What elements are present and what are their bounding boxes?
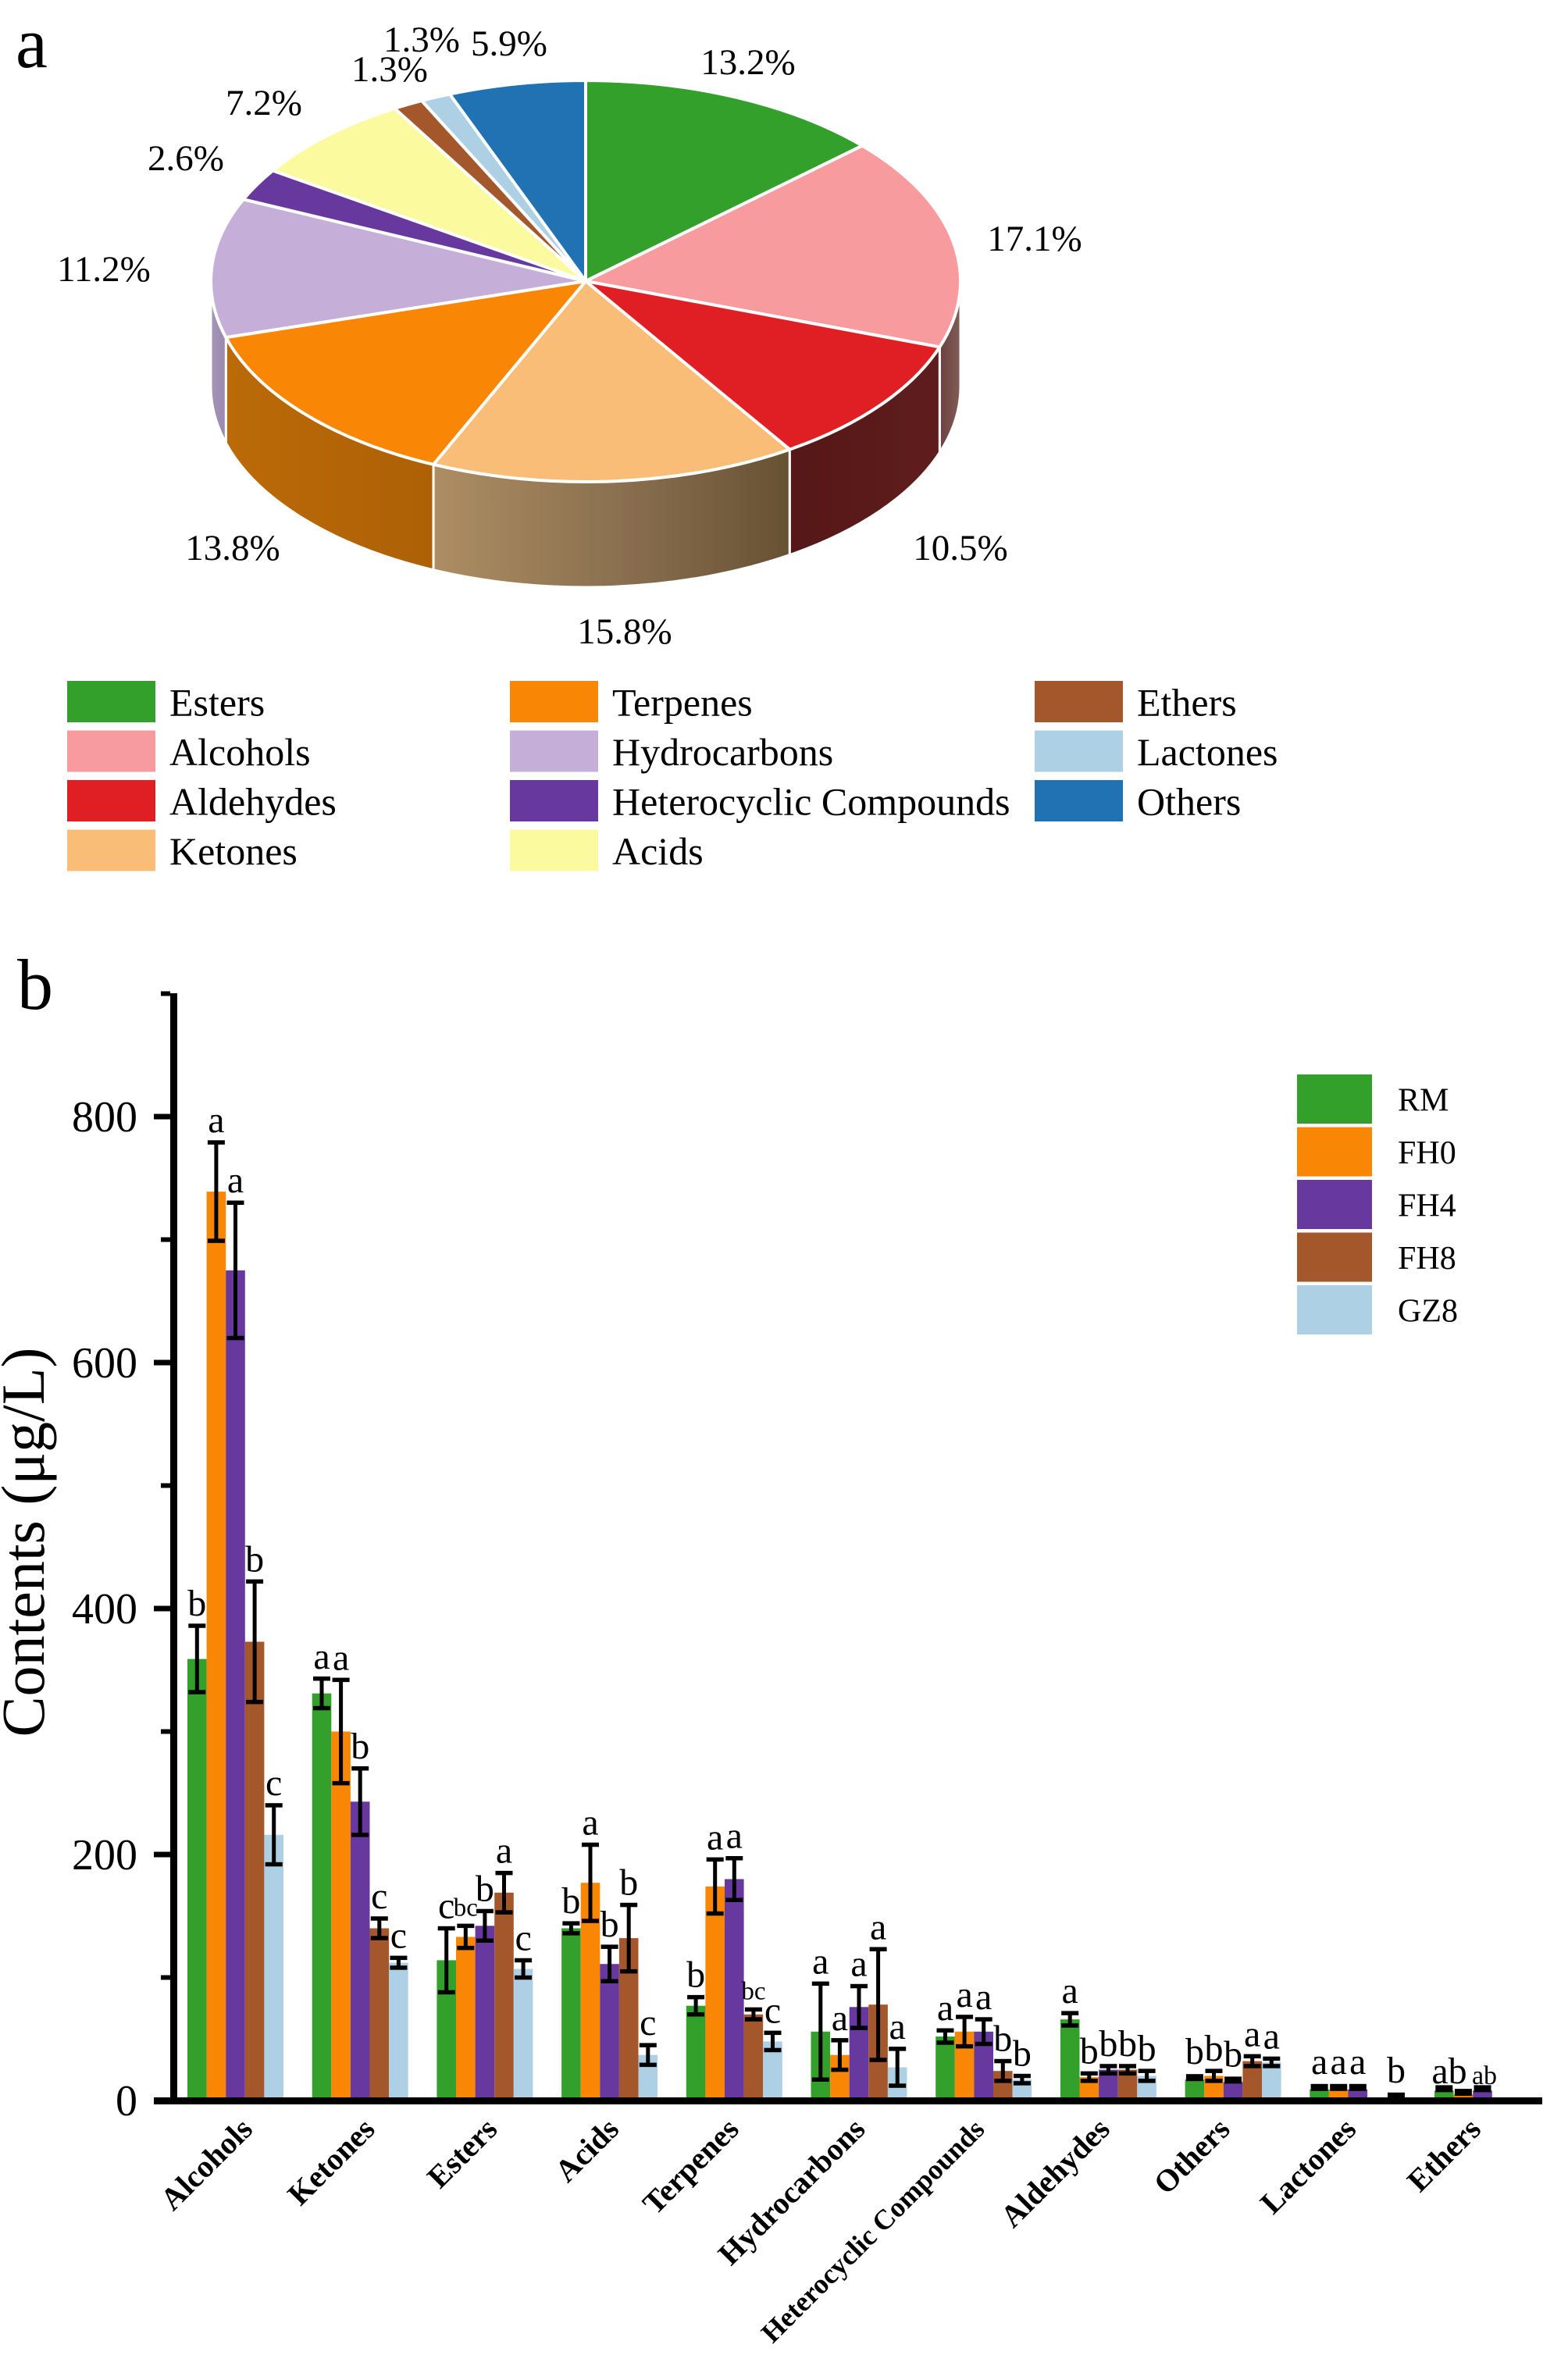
svg-text:7.2%: 7.2%: [226, 83, 302, 123]
svg-text:1.3%: 1.3%: [351, 49, 428, 90]
svg-text:Esters: Esters: [420, 2111, 504, 2195]
svg-text:Terpenes: Terpenes: [636, 2111, 746, 2222]
svg-text:c: c: [265, 1762, 282, 1804]
svg-text:b: b: [686, 1954, 705, 1996]
svg-text:a: a: [333, 1637, 349, 1678]
svg-text:bc: bc: [741, 1977, 765, 2005]
svg-text:Contents (μg/L): Contents (μg/L): [0, 1348, 57, 1737]
svg-text:10.5%: 10.5%: [913, 528, 1007, 568]
svg-text:b: b: [1099, 2023, 1117, 2065]
svg-text:Heterocyclic Compounds: Heterocyclic Compounds: [755, 2113, 990, 2348]
svg-text:GZ8: GZ8: [1398, 1294, 1458, 1330]
svg-text:c: c: [390, 1915, 407, 1956]
svg-text:a: a: [870, 1906, 886, 1947]
svg-text:1.3%: 1.3%: [383, 20, 460, 60]
svg-text:ab: ab: [1431, 2051, 1466, 2092]
svg-text:a: a: [889, 2006, 906, 2047]
svg-text:b: b: [1118, 2023, 1137, 2065]
svg-text:RM: RM: [1398, 1083, 1449, 1119]
svg-text:b: b: [619, 1862, 638, 1904]
svg-text:a: a: [1331, 2041, 1347, 2083]
svg-text:FH4: FH4: [1398, 1188, 1456, 1224]
svg-text:FH8: FH8: [1398, 1241, 1456, 1277]
svg-text:b: b: [1387, 2050, 1406, 2091]
svg-text:Alcohols: Alcohols: [169, 730, 311, 774]
svg-text:b: b: [1138, 2028, 1156, 2069]
svg-text:a: a: [726, 1815, 743, 1857]
svg-text:a: a: [1263, 2015, 1280, 2057]
svg-text:Acids: Acids: [612, 829, 704, 873]
svg-text:b: b: [1224, 2033, 1242, 2075]
svg-text:bc: bc: [454, 1894, 478, 1922]
svg-text:0: 0: [116, 2077, 137, 2125]
svg-text:Esters: Esters: [169, 681, 265, 725]
svg-text:Ketones: Ketones: [169, 829, 298, 873]
svg-text:a: a: [227, 1160, 244, 1201]
svg-text:a: a: [16, 3, 48, 83]
svg-text:Lactones: Lactones: [1137, 730, 1278, 774]
svg-text:b: b: [476, 1868, 494, 1909]
svg-text:Heterocyclic Compounds: Heterocyclic Compounds: [612, 780, 1010, 824]
svg-text:17.1%: 17.1%: [987, 219, 1082, 259]
svg-text:b: b: [1080, 2030, 1099, 2072]
svg-text:a: a: [496, 1830, 512, 1872]
svg-text:13.8%: 13.8%: [185, 528, 280, 568]
svg-text:c: c: [640, 2002, 656, 2043]
svg-text:Terpenes: Terpenes: [612, 681, 753, 725]
svg-text:400: 400: [72, 1585, 137, 1634]
svg-text:Ketones: Ketones: [280, 2111, 381, 2212]
svg-text:a: a: [1062, 1970, 1078, 2011]
svg-text:Ethers: Ethers: [1137, 681, 1237, 725]
svg-text:5.9%: 5.9%: [471, 23, 547, 64]
svg-text:b: b: [187, 1583, 206, 1624]
svg-text:a: a: [1244, 2013, 1260, 2054]
svg-text:a: a: [582, 1801, 598, 1843]
svg-text:800: 800: [72, 1093, 137, 1142]
svg-text:ab: ab: [1472, 2061, 1497, 2090]
svg-text:a: a: [208, 1099, 224, 1141]
svg-text:Alcohols: Alcohols: [153, 2111, 259, 2218]
svg-text:2.6%: 2.6%: [148, 138, 224, 179]
svg-text:b: b: [1185, 2031, 1204, 2072]
svg-text:a: a: [975, 1976, 992, 2018]
svg-text:600: 600: [72, 1339, 137, 1388]
svg-text:a: a: [956, 1974, 972, 2015]
svg-text:Hydrocarbons: Hydrocarbons: [612, 730, 833, 774]
svg-text:a: a: [1311, 2041, 1327, 2083]
svg-text:a: a: [313, 1636, 330, 1677]
svg-text:FH0: FH0: [1398, 1135, 1456, 1171]
svg-text:a: a: [850, 1944, 867, 1985]
svg-text:b: b: [600, 1904, 619, 1945]
svg-text:a: a: [1349, 2041, 1366, 2083]
svg-text:Others: Others: [1146, 2111, 1236, 2201]
svg-text:a: a: [937, 1987, 953, 2029]
svg-text:c: c: [764, 1990, 781, 2031]
svg-text:Acids: Acids: [548, 2111, 625, 2189]
svg-text:b: b: [1013, 2033, 1032, 2075]
svg-text:Ethers: Ethers: [1400, 2111, 1488, 2199]
svg-text:a: a: [832, 1997, 848, 2039]
svg-text:a: a: [707, 1816, 723, 1858]
svg-text:b: b: [561, 1880, 580, 1922]
svg-text:a: a: [812, 1940, 829, 1982]
svg-text:Others: Others: [1137, 780, 1241, 824]
svg-text:Aldehydes: Aldehydes: [993, 2111, 1117, 2235]
svg-text:c: c: [438, 1886, 454, 1927]
svg-text:15.8%: 15.8%: [577, 611, 672, 652]
svg-text:b: b: [993, 2018, 1012, 2060]
svg-text:b: b: [351, 1726, 369, 1767]
svg-text:13.2%: 13.2%: [700, 42, 795, 83]
svg-text:11.2%: 11.2%: [57, 249, 151, 290]
svg-text:b: b: [17, 945, 53, 1024]
svg-text:Aldehydes: Aldehydes: [169, 780, 337, 824]
svg-text:Lactones: Lactones: [1253, 2111, 1363, 2221]
svg-text:200: 200: [72, 1831, 137, 1880]
svg-text:c: c: [515, 1917, 531, 1958]
svg-text:b: b: [1205, 2028, 1224, 2069]
svg-text:c: c: [371, 1876, 387, 1917]
svg-text:b: b: [245, 1538, 264, 1580]
